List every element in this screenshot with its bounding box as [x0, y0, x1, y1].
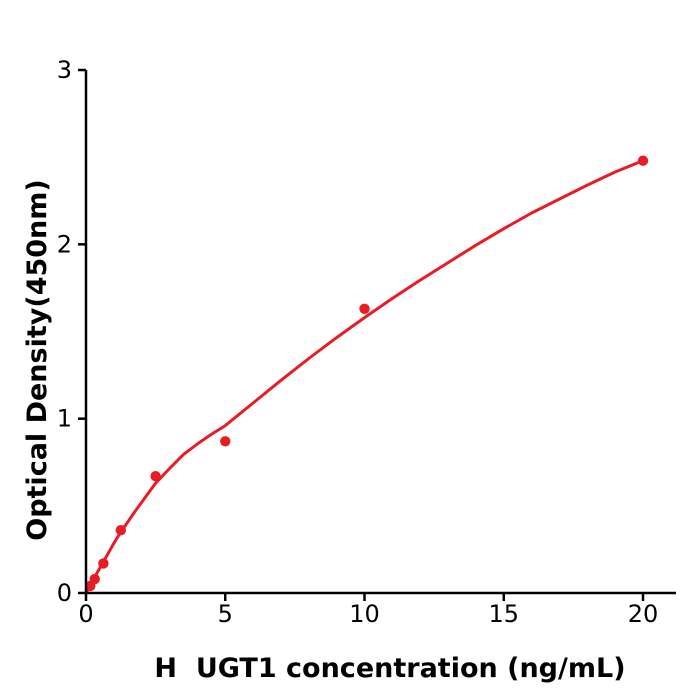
data-point-marker: [359, 303, 370, 314]
data-point-marker: [637, 155, 649, 166]
data-point-marker: [89, 573, 100, 585]
x-tick-label: 0: [78, 600, 93, 628]
x-tick-label: 5: [218, 600, 233, 628]
data-point-marker: [115, 525, 127, 536]
fitted-curve-line: [84, 159, 645, 595]
axis-spines: [84, 70, 676, 595]
tick-layer: 0 1 2 3 0 5 10 15 20: [57, 56, 659, 628]
data-series-layer: [84, 155, 649, 595]
data-point-marker: [150, 471, 161, 482]
x-tick-label: 10: [349, 600, 380, 628]
x-tick-label: 15: [488, 600, 519, 628]
y-tick-label: 0: [57, 579, 72, 607]
y-tick-label: 3: [57, 56, 72, 84]
x-tick-label: 20: [628, 600, 659, 628]
axes-layer: [84, 70, 676, 595]
data-point-marker: [98, 558, 109, 569]
y-axis-title: Optical Density(450nm): [22, 179, 53, 541]
data-point-marker: [220, 436, 231, 447]
x-axis-title: H UGT1 concentration (ng/mL): [154, 653, 625, 684]
y-tick-label: 2: [57, 230, 72, 258]
y-tick-label: 1: [57, 405, 72, 433]
